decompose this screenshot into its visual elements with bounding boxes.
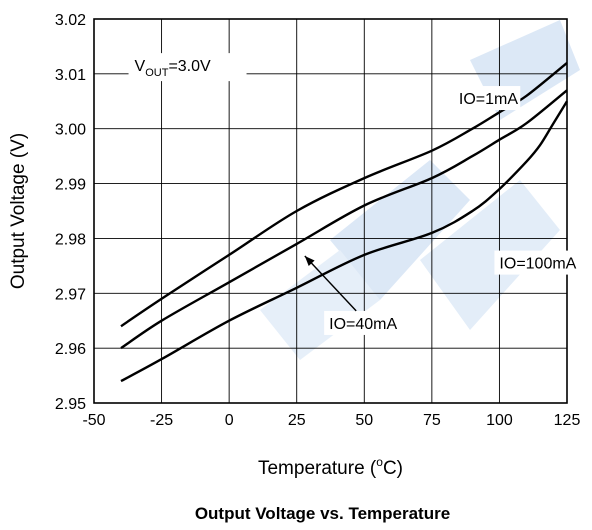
x-tick-label: 75 xyxy=(423,412,441,429)
x-tick-label: -50 xyxy=(82,412,105,429)
x-tick-labels: -50 -25 0 25 50 75 100 125 xyxy=(82,412,580,429)
x-tick-label: -25 xyxy=(150,412,173,429)
y-tick-label: 3.02 xyxy=(55,12,86,29)
label-bg-io-100ma xyxy=(494,250,580,275)
x-axis-title: Temperature (oC) xyxy=(258,455,403,479)
plot-frame xyxy=(93,18,568,404)
label-io-40ma: IO=40mA xyxy=(329,316,397,333)
vout-annotation: VOUT=3.0V xyxy=(128,53,247,82)
label-io-1ma: IO=1mA xyxy=(459,91,518,108)
watermark-logo xyxy=(260,20,580,360)
svg-text:VOUT=3.0V: VOUT=3.0V xyxy=(135,58,211,79)
series-labels: IO=1mA IO=100mA IO=40mA xyxy=(324,86,580,335)
y-tick-label: 3.01 xyxy=(55,67,86,84)
y-tick-label: 3.00 xyxy=(55,122,86,139)
arrow-head xyxy=(304,256,315,266)
x-tick-label: 25 xyxy=(288,412,306,429)
x-tick-label: 100 xyxy=(486,412,513,429)
chart-title: Output Voltage vs. Temperature xyxy=(195,504,450,523)
y-tick-labels: 2.95 2.96 2.97 2.98 2.99 3.00 3.01 3.02 xyxy=(55,12,86,413)
y-tick-label: 2.95 xyxy=(55,396,86,413)
label-bg-io-1ma xyxy=(453,86,521,111)
io-40ma-arrow xyxy=(304,255,357,312)
label-bg-io-40ma xyxy=(324,310,400,335)
label-io-100ma: IO=100mA xyxy=(499,256,576,273)
y-tick-label: 2.96 xyxy=(55,341,86,358)
x-tick-label: 50 xyxy=(355,412,373,429)
arrow-line xyxy=(304,255,357,312)
y-axis-title: Output Voltage (V) xyxy=(8,133,29,289)
y-tick-label: 2.98 xyxy=(55,231,86,248)
y-tick-label: 2.99 xyxy=(55,177,86,194)
x-tick-label: 0 xyxy=(225,412,234,429)
series-line-io-100ma xyxy=(120,100,569,383)
series-line-io-40ma xyxy=(120,89,568,350)
x-tick-label: 125 xyxy=(554,412,581,429)
y-tick-label: 2.97 xyxy=(55,286,86,303)
